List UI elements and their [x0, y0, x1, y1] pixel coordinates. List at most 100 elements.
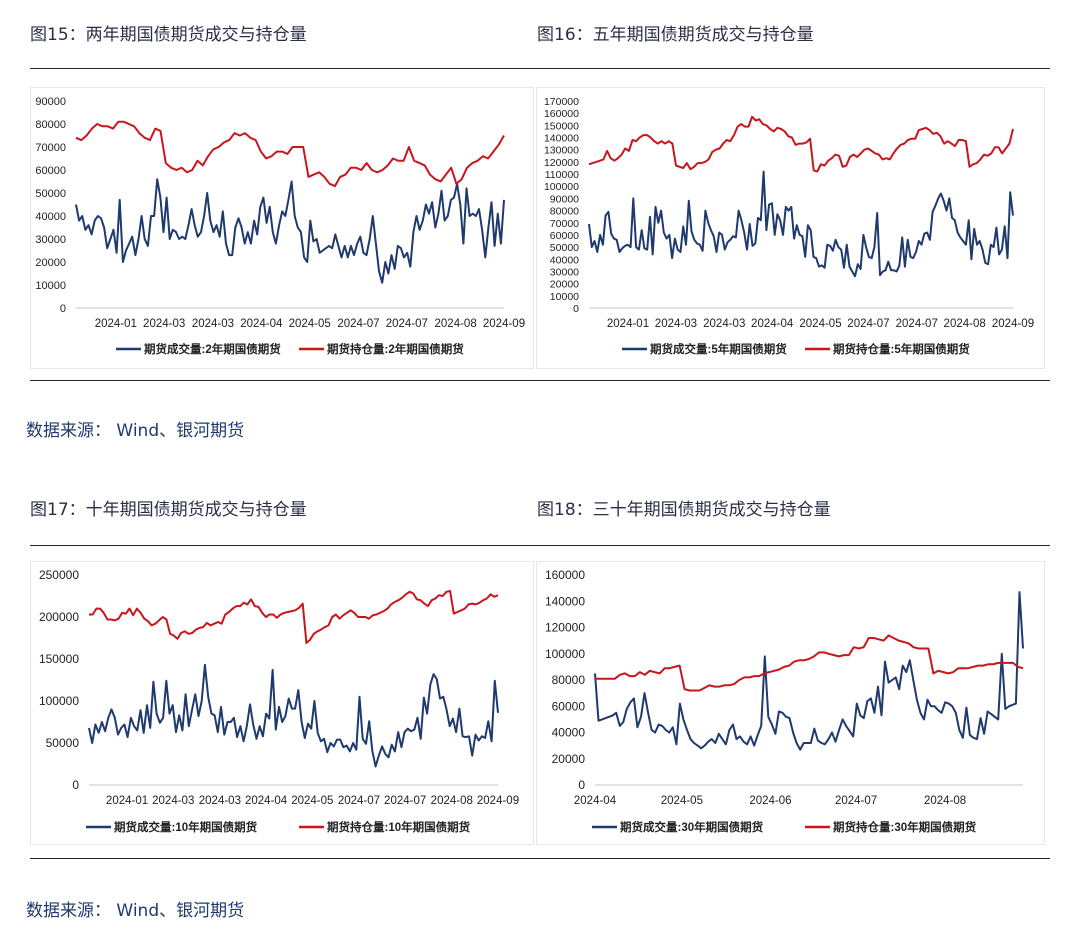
- y-tick-label: 170000: [544, 96, 579, 108]
- open-interest-series-line: [75, 120, 505, 188]
- x-tick-label: 2024-05: [661, 795, 703, 807]
- x-tick-label: 2024-05: [289, 318, 331, 330]
- y-tick-label: 90000: [35, 96, 66, 108]
- x-tick-label: 2024-08: [944, 318, 986, 330]
- y-tick-label: 120000: [544, 157, 579, 169]
- y-tick-label: 40000: [550, 254, 579, 266]
- x-tick-label: 2024-07: [896, 318, 938, 330]
- x-tick-label: 2024-07: [847, 318, 889, 330]
- divider: [30, 858, 1050, 859]
- x-tick-label: 2024-01: [607, 318, 649, 330]
- y-tick-label: 120000: [545, 621, 585, 635]
- chart-2y-bond-futures: 0 10000 20000 30000 40000 50000 60000 70000 8000…: [30, 87, 534, 369]
- y-tick-label: 140000: [545, 594, 585, 608]
- x-tick-label: 2024-07: [384, 795, 426, 807]
- y-tick-label: 100000: [545, 647, 585, 661]
- chart-svg: 0 50000 100000 150000 200000 250000 2024-01 202…: [39, 568, 519, 834]
- y-tick-label: 70000: [35, 142, 66, 154]
- figure-18-title: 图18：三十年期国债期货成交与持仓量: [537, 500, 831, 520]
- x-tick-label: 2024-09: [477, 795, 519, 807]
- chart-svg: 0 20000 40000 60000 80000 100000 120000 140000 1…: [545, 568, 1024, 834]
- x-tick-label: 2024-09: [483, 318, 525, 330]
- legend-label: 期货持仓量:10年期国债期货: [327, 820, 471, 834]
- chart-svg: 0100002000030000400005000060000700008000…: [35, 96, 525, 356]
- x-tick-label: 2024-01: [106, 795, 148, 807]
- x-tick-label: 2024-04: [240, 318, 283, 330]
- y-tick-label: 40000: [35, 211, 66, 223]
- y-tick-label: 250000: [39, 568, 79, 582]
- x-tick-label: 2024-03: [143, 318, 185, 330]
- chart-svg: 0100002000030000400005000060000700008000…: [544, 96, 1034, 356]
- divider: [30, 380, 1050, 381]
- x-tick-label: 2024-07: [338, 795, 380, 807]
- y-tick-label: 40000: [552, 726, 586, 740]
- x-tick-label: 2024-07: [835, 795, 877, 807]
- open-interest-series-line: [595, 634, 1024, 692]
- y-tick-label: 50000: [550, 242, 579, 254]
- y-tick-label: 70000: [550, 218, 579, 230]
- y-tick-label: 100000: [39, 694, 79, 708]
- x-tick-label: 2024-06: [749, 795, 791, 807]
- open-interest-series-line: [89, 590, 499, 644]
- y-tick-label: 0: [578, 778, 585, 792]
- y-tick-label: 200000: [39, 610, 79, 624]
- y-tick-label: 10000: [35, 280, 66, 292]
- x-tick-label: 2024-07: [337, 318, 379, 330]
- x-tick-label: 2024-03: [655, 318, 697, 330]
- y-tick-label: 50000: [46, 736, 80, 750]
- data-source: 数据来源： Wind、银河期货: [26, 901, 245, 921]
- x-tick-label: 2024-03: [192, 318, 234, 330]
- legend-label: 期货成交量:10年期国债期货: [114, 820, 258, 834]
- legend-label: 期货持仓量:5年期国债期货: [833, 342, 970, 356]
- y-tick-label: 30000: [550, 266, 579, 278]
- y-tick-label: 160000: [544, 108, 579, 120]
- y-tick-label: 60000: [550, 230, 579, 242]
- legend-label: 期货成交量:5年期国债期货: [650, 342, 787, 356]
- x-tick-label: 2024-07: [386, 318, 428, 330]
- x-tick-label: 2024-03: [152, 795, 194, 807]
- y-tick-label: 30000: [35, 234, 66, 246]
- volume-series-line: [588, 170, 1014, 278]
- y-tick-label: 20000: [552, 752, 586, 766]
- y-tick-label: 20000: [35, 257, 66, 269]
- figure-16-title: 图16：五年期国债期货成交与持仓量: [537, 25, 814, 45]
- data-source: 数据来源： Wind、银河期货: [26, 421, 245, 441]
- volume-series-line: [88, 663, 499, 768]
- y-tick-label: 80000: [35, 119, 66, 131]
- figure-15-title: 图15：两年期国债期货成交与持仓量: [30, 25, 307, 45]
- x-tick-label: 2024-03: [703, 318, 745, 330]
- divider: [30, 545, 1050, 546]
- figure-17-title: 图17：十年期国债期货成交与持仓量: [30, 500, 307, 520]
- legend-label: 期货持仓量:30年期国债期货: [833, 820, 977, 834]
- x-tick-label: 2024-05: [291, 795, 333, 807]
- x-tick-label: 2024-03: [199, 795, 241, 807]
- x-tick-label: 2024-08: [435, 318, 477, 330]
- x-tick-label: 2024-09: [992, 318, 1034, 330]
- y-tick-label: 150000: [544, 120, 579, 132]
- y-tick-label: 80000: [550, 206, 579, 218]
- y-tick-label: 100000: [544, 181, 579, 193]
- y-tick-label: 110000: [545, 169, 579, 181]
- y-tick-label: 20000: [550, 279, 579, 291]
- legend-label: 期货成交量:2年期国债期货: [144, 342, 281, 356]
- volume-series-line: [75, 178, 505, 284]
- open-interest-series-line: [588, 115, 1014, 173]
- chart-10y-bond-futures: 0 50000 100000 150000 200000 250000 2024-01 202…: [30, 561, 534, 845]
- chart-5y-bond-futures: 0 10000 20000 30000 40000 50000 60000 70000 8000…: [536, 87, 1045, 369]
- y-tick-label: 60000: [552, 699, 586, 713]
- y-tick-label: 130000: [544, 145, 579, 157]
- x-tick-label: 2024-04: [751, 318, 794, 330]
- x-tick-label: 2024-04: [245, 795, 288, 807]
- x-tick-label: 2024-08: [924, 795, 966, 807]
- y-tick-label: 60000: [35, 165, 66, 177]
- y-tick-label: 80000: [552, 673, 586, 687]
- y-tick-label: 160000: [545, 568, 585, 582]
- y-tick-label: 0: [573, 303, 579, 315]
- y-tick-label: 90000: [550, 193, 579, 205]
- y-tick-label: 10000: [550, 291, 579, 303]
- x-tick-label: 2024-05: [799, 318, 841, 330]
- y-tick-label: 150000: [39, 652, 79, 666]
- divider: [30, 68, 1050, 69]
- legend-label: 期货成交量:30年期国债期货: [620, 820, 764, 834]
